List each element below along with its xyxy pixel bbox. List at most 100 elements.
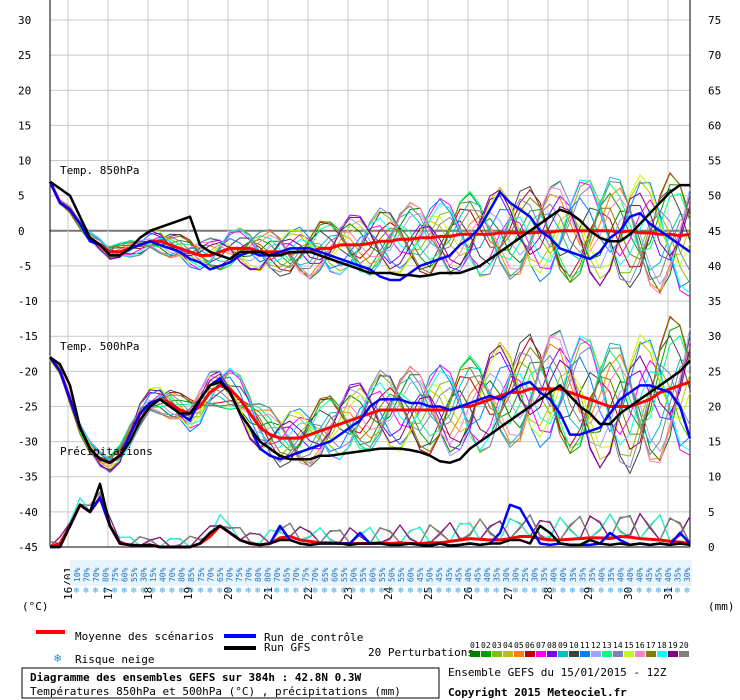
- perturbation-color-swatch: [470, 651, 480, 657]
- title-box: [21, 667, 440, 699]
- left-tick-label: -20: [18, 365, 38, 378]
- snowflake-icon: ❄: [93, 586, 99, 596]
- legend-control-label: Run de contrôle: [264, 631, 363, 644]
- snow-risk-value: 40%: [483, 567, 492, 582]
- snow-risk-value: 85%: [187, 567, 196, 582]
- right-tick-label: 70: [708, 49, 721, 62]
- snow-risk-value: 55%: [130, 567, 139, 582]
- panel-label-500: Temp. 500hPa: [60, 340, 139, 353]
- snow-risk-value: 50%: [426, 567, 435, 582]
- perturbation-color-swatch: [580, 651, 590, 657]
- perturbation-number: 02: [481, 641, 491, 650]
- snowflake-icon: ❄: [369, 586, 375, 596]
- snow-risk-value: 70%: [273, 567, 282, 582]
- snowflake-icon: ❄: [83, 586, 89, 596]
- left-tick-label: 10: [18, 155, 31, 168]
- snowflake-icon: ❄: [360, 586, 366, 596]
- snowflake-icon: ❄: [331, 586, 337, 596]
- left-tick-label: 20: [18, 84, 31, 97]
- snow-risk-value: 30%: [531, 567, 540, 582]
- perturbation-line-t850: [49, 182, 691, 287]
- perturbation-line-t850: [49, 180, 691, 284]
- snowflake-icon: ❄: [541, 586, 547, 596]
- left-tick-label: -15: [18, 330, 38, 343]
- legend-snow-label: Risque neige: [75, 653, 154, 666]
- snow-risk-value: 50%: [349, 567, 358, 582]
- snow-risk-value: 10%: [73, 567, 82, 582]
- left-tick-label: 25: [18, 49, 31, 62]
- legend-gfs-label: Run GFS: [264, 641, 310, 654]
- snowflake-icon: ❄: [646, 586, 652, 596]
- snowflake-icon: ❄: [446, 586, 452, 596]
- snowflake-icon: ❄: [589, 586, 595, 596]
- snowflake-icon: ❄: [493, 586, 499, 596]
- left-tick-label: 0: [18, 225, 25, 238]
- right-tick-label: 5: [708, 506, 715, 519]
- snow-risk-value: 25%: [521, 567, 530, 582]
- perturbation-number: 10: [569, 641, 579, 650]
- right-tick-label: 0: [708, 541, 715, 554]
- snow-risk-value: 70%: [311, 567, 320, 582]
- left-tick-label: -5: [18, 260, 31, 273]
- left-tick-label: -10: [18, 295, 38, 308]
- snowflake-icon: ❄: [207, 586, 213, 596]
- snowflake-icon: ❄: [417, 586, 423, 596]
- snow-risk-value: 40%: [626, 567, 635, 582]
- perturbation-color-swatch: [657, 651, 667, 657]
- snowflake-icon: ❄: [408, 586, 414, 596]
- snowflake-icon: ❄: [188, 586, 194, 596]
- snow-risk-value: 60%: [120, 567, 129, 582]
- snowflake-icon: ❄: [436, 586, 442, 596]
- snowflake-icon: ❄: [141, 586, 147, 596]
- snowflake-icon: ❄: [312, 586, 318, 596]
- snow-risk-value: 65%: [321, 567, 330, 582]
- perturbation-number: 06: [525, 641, 535, 650]
- snow-risk-value: 75%: [111, 567, 120, 582]
- snow-risk-value: 35%: [588, 567, 597, 582]
- snow-risk-value: 35%: [578, 567, 587, 582]
- snow-risk-value: 70%: [206, 567, 215, 582]
- perturbation-number: 18: [657, 641, 667, 650]
- copyright: Copyright 2015 Meteociel.fr: [448, 686, 627, 699]
- snow-risk-value: 15%: [149, 567, 158, 582]
- right-tick-label: 35: [708, 295, 721, 308]
- snow-risk-value: 40%: [616, 567, 625, 582]
- left-tick-label: -35: [18, 471, 38, 484]
- snowflake-icon: ❄: [169, 586, 175, 596]
- snow-risk-value: 70%: [244, 567, 253, 582]
- perturbation-number: 05: [514, 641, 524, 650]
- perturbation-color-swatch: [481, 651, 491, 657]
- right-tick-label: 55: [708, 155, 721, 168]
- snowflake-icon: ❄: [637, 586, 643, 596]
- snowflake-icon: ❄: [102, 586, 108, 596]
- perturbation-line-t500: [49, 342, 691, 461]
- perturbation-line-t500: [49, 325, 691, 461]
- snowflake-icon: ❄: [322, 586, 328, 596]
- perturbation-color-swatch: [492, 651, 502, 657]
- perturbation-line-t850: [49, 176, 691, 278]
- series-1-t850: [48, 181, 691, 282]
- snowflake-icon: ❄: [255, 586, 261, 596]
- snowflake-icon: ❄: [179, 586, 185, 596]
- snow-risk-value: 40%: [559, 567, 568, 582]
- snow-risk-value: 70%: [225, 567, 234, 582]
- snowflake-icon: ❄: [455, 586, 461, 596]
- snowflake-icon: ❄: [617, 586, 623, 596]
- snow-risk-value: 40%: [550, 567, 559, 582]
- snowflake-icon: ❄: [245, 586, 251, 596]
- legend: Moyenne des scénarios Run de contrôle Ru…: [36, 630, 689, 666]
- perturbation-color-swatch: [646, 651, 656, 657]
- snowflake-icon: ❄: [293, 586, 299, 596]
- snowflake-icon: ❄: [150, 586, 156, 596]
- snowflake-icon: ❄: [570, 586, 576, 596]
- snowflake-icon: ❄: [608, 586, 614, 596]
- snow-band: [70, 560, 692, 586]
- series-2-precip: [50, 482, 691, 549]
- snow-risk-value: 55%: [359, 567, 368, 582]
- right-tick-label: 40: [708, 260, 721, 273]
- snow-risk-value: 45%: [454, 567, 463, 582]
- snowflake-icon: ❄: [217, 586, 223, 596]
- snowflake-icon: ❄: [560, 586, 566, 596]
- perturbation-number: 17: [646, 641, 656, 650]
- left-tick-label: -25: [18, 400, 38, 413]
